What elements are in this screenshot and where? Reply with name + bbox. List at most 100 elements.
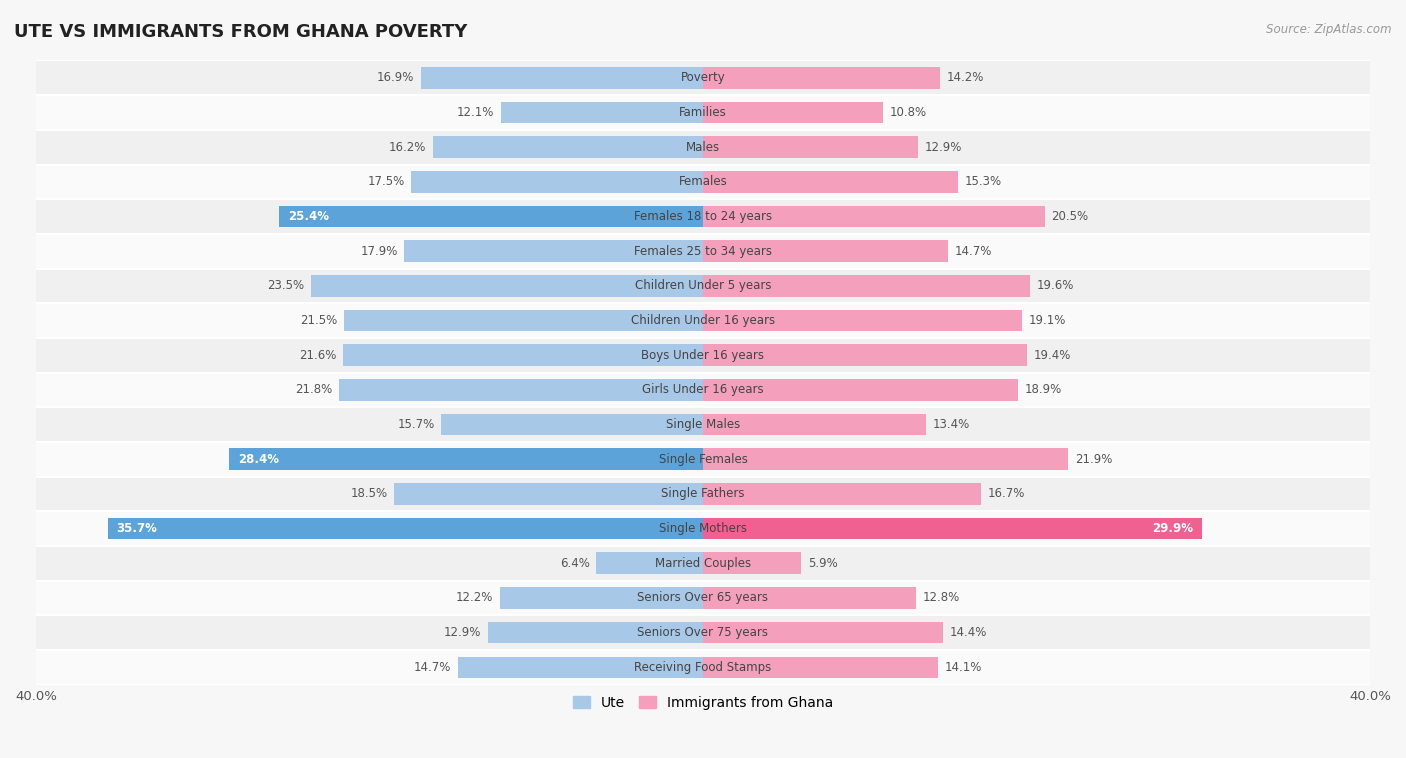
- Text: 16.9%: 16.9%: [377, 71, 415, 84]
- Text: Seniors Over 65 years: Seniors Over 65 years: [637, 591, 769, 604]
- Text: 21.6%: 21.6%: [298, 349, 336, 362]
- Bar: [108, 518, 703, 540]
- Text: 18.9%: 18.9%: [1025, 384, 1062, 396]
- Bar: [411, 171, 703, 193]
- Text: Married Couples: Married Couples: [655, 556, 751, 570]
- Text: 5.9%: 5.9%: [808, 556, 838, 570]
- Bar: [37, 96, 1369, 130]
- Text: 13.4%: 13.4%: [934, 418, 970, 431]
- Text: 14.2%: 14.2%: [946, 71, 984, 84]
- Text: 16.7%: 16.7%: [988, 487, 1025, 500]
- Bar: [37, 338, 1369, 372]
- Text: 19.1%: 19.1%: [1028, 314, 1066, 327]
- Bar: [229, 449, 703, 470]
- Text: 21.5%: 21.5%: [301, 314, 337, 327]
- Bar: [37, 61, 1369, 96]
- Text: Children Under 16 years: Children Under 16 years: [631, 314, 775, 327]
- Bar: [280, 205, 703, 227]
- Bar: [37, 477, 1369, 511]
- Bar: [37, 581, 1369, 615]
- Text: Children Under 5 years: Children Under 5 years: [634, 280, 772, 293]
- Bar: [37, 511, 1369, 546]
- Text: 28.4%: 28.4%: [238, 453, 278, 465]
- Text: 20.5%: 20.5%: [1052, 210, 1088, 223]
- Bar: [501, 102, 703, 124]
- Text: UTE VS IMMIGRANTS FROM GHANA POVERTY: UTE VS IMMIGRANTS FROM GHANA POVERTY: [14, 23, 467, 41]
- Bar: [311, 275, 703, 296]
- Text: 17.9%: 17.9%: [360, 245, 398, 258]
- Bar: [37, 164, 1369, 199]
- Text: Females 25 to 34 years: Females 25 to 34 years: [634, 245, 772, 258]
- Bar: [37, 234, 1369, 268]
- Bar: [37, 442, 1369, 477]
- Text: 14.4%: 14.4%: [950, 626, 987, 639]
- Text: 25.4%: 25.4%: [288, 210, 329, 223]
- Text: Families: Families: [679, 106, 727, 119]
- Text: 16.2%: 16.2%: [389, 141, 426, 154]
- Text: 12.1%: 12.1%: [457, 106, 495, 119]
- Text: 14.7%: 14.7%: [955, 245, 993, 258]
- Legend: Ute, Immigrants from Ghana: Ute, Immigrants from Ghana: [568, 690, 838, 715]
- Bar: [703, 102, 883, 124]
- Bar: [37, 130, 1369, 164]
- Text: 12.2%: 12.2%: [456, 591, 494, 604]
- Text: Single Females: Single Females: [658, 453, 748, 465]
- Text: 14.7%: 14.7%: [413, 661, 451, 674]
- Text: Females: Females: [679, 175, 727, 188]
- Text: 21.8%: 21.8%: [295, 384, 333, 396]
- Text: 19.4%: 19.4%: [1033, 349, 1070, 362]
- Text: Seniors Over 75 years: Seniors Over 75 years: [637, 626, 769, 639]
- Bar: [703, 310, 1022, 331]
- Bar: [703, 205, 1045, 227]
- Bar: [703, 622, 943, 644]
- Bar: [339, 379, 703, 401]
- Text: 15.3%: 15.3%: [965, 175, 1002, 188]
- Text: 21.9%: 21.9%: [1076, 453, 1112, 465]
- Bar: [703, 414, 927, 435]
- Text: Single Mothers: Single Mothers: [659, 522, 747, 535]
- Text: Females 18 to 24 years: Females 18 to 24 years: [634, 210, 772, 223]
- Bar: [596, 553, 703, 574]
- Text: 12.9%: 12.9%: [444, 626, 481, 639]
- Bar: [37, 650, 1369, 684]
- Bar: [488, 622, 703, 644]
- Text: 14.1%: 14.1%: [945, 661, 983, 674]
- Text: Boys Under 16 years: Boys Under 16 years: [641, 349, 765, 362]
- Bar: [37, 546, 1369, 581]
- Bar: [499, 587, 703, 609]
- Text: Source: ZipAtlas.com: Source: ZipAtlas.com: [1267, 23, 1392, 36]
- Text: 17.5%: 17.5%: [367, 175, 405, 188]
- Bar: [37, 303, 1369, 338]
- Bar: [405, 240, 703, 262]
- Text: Poverty: Poverty: [681, 71, 725, 84]
- Text: Single Fathers: Single Fathers: [661, 487, 745, 500]
- Text: 29.9%: 29.9%: [1153, 522, 1194, 535]
- Text: 12.9%: 12.9%: [925, 141, 962, 154]
- Text: Girls Under 16 years: Girls Under 16 years: [643, 384, 763, 396]
- Bar: [37, 268, 1369, 303]
- Bar: [703, 240, 948, 262]
- Bar: [37, 407, 1369, 442]
- Bar: [703, 275, 1029, 296]
- Bar: [37, 199, 1369, 234]
- Text: 6.4%: 6.4%: [560, 556, 589, 570]
- Text: 23.5%: 23.5%: [267, 280, 305, 293]
- Text: 18.5%: 18.5%: [350, 487, 388, 500]
- Bar: [703, 136, 918, 158]
- Text: 10.8%: 10.8%: [890, 106, 927, 119]
- Text: 35.7%: 35.7%: [115, 522, 157, 535]
- Bar: [703, 587, 917, 609]
- Text: Single Males: Single Males: [666, 418, 740, 431]
- Bar: [703, 449, 1069, 470]
- Bar: [37, 615, 1369, 650]
- Text: 12.8%: 12.8%: [924, 591, 960, 604]
- Bar: [441, 414, 703, 435]
- Bar: [703, 67, 939, 89]
- Bar: [344, 310, 703, 331]
- Bar: [343, 344, 703, 366]
- Text: 15.7%: 15.7%: [398, 418, 434, 431]
- Text: Receiving Food Stamps: Receiving Food Stamps: [634, 661, 772, 674]
- Bar: [458, 656, 703, 678]
- Bar: [703, 379, 1018, 401]
- Bar: [703, 553, 801, 574]
